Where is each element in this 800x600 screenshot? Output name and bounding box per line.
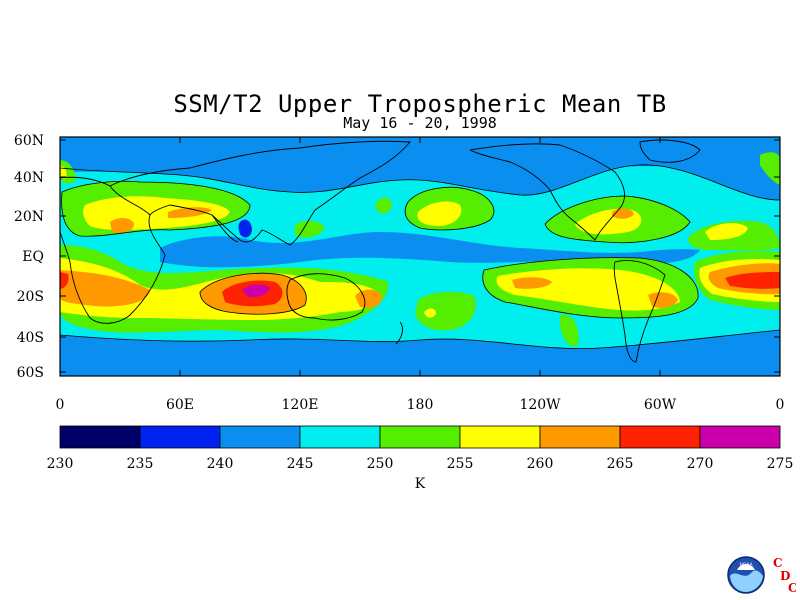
colorbar-unit: K	[415, 476, 426, 492]
colorbar-swatch	[619, 425, 701, 449]
colorbar-level-label: 245	[287, 456, 314, 472]
colorbar-level-label: 255	[447, 456, 474, 472]
lon-label: 60W	[644, 397, 677, 413]
colorbar-level-label: 260	[527, 456, 554, 472]
logo-letter-c1: C	[773, 556, 783, 570]
lon-label: 120E	[282, 397, 319, 413]
logo-emblem-text: NOAA	[739, 562, 753, 568]
lon-label: 0	[776, 397, 785, 413]
coastline-north-america	[469, 143, 626, 241]
lat-label: 20S	[17, 289, 44, 305]
tb-field	[60, 137, 780, 376]
lat-label: 40N	[14, 170, 44, 186]
logo-letter-d: D	[780, 569, 790, 583]
colorbar-swatch	[539, 425, 621, 449]
colorbar-level-label: 265	[607, 456, 634, 472]
page-subtitle: May 16 - 20, 1998	[343, 114, 497, 132]
lon-label: 0	[56, 397, 65, 413]
lon-label: 180	[407, 397, 434, 413]
colorbar-level-label: 230	[47, 456, 74, 472]
colorbar-level-label: 250	[367, 456, 394, 472]
colorbar-level-label: 235	[127, 456, 154, 472]
colorbar-swatch	[59, 425, 141, 449]
coastline-eurasia	[109, 140, 411, 246]
page-title: SSM/T2 Upper Tropospheric Mean TB	[173, 90, 667, 118]
lon-label: 120W	[519, 397, 561, 413]
colorbar-swatch	[299, 425, 381, 449]
coastline-india	[211, 214, 239, 243]
logo-letter-c2: C	[788, 581, 796, 595]
lat-label: 40S	[17, 330, 44, 346]
lon-label: 60E	[166, 397, 194, 413]
lat-label: 60S	[17, 365, 44, 381]
coastline-australia	[286, 273, 366, 321]
coastline-new-zealand	[395, 321, 403, 345]
colorbar-level-label: 275	[767, 456, 794, 472]
colorbar-swatch	[219, 425, 301, 449]
colorbar-level-label: 240	[207, 456, 234, 472]
colorbar-swatch	[699, 425, 781, 449]
colorbar-swatch	[459, 425, 541, 449]
coastline-africa	[60, 176, 166, 324]
coastline-south-america	[613, 260, 666, 363]
colorbar-swatch	[379, 425, 461, 449]
colorbar-swatch	[139, 425, 221, 449]
colorbar-level-label: 270	[687, 456, 714, 472]
noaa-logo-icon: NOAA C D C	[727, 556, 796, 595]
lat-label: EQ	[22, 249, 44, 265]
lat-label: 20N	[14, 209, 44, 225]
coastline-greenland	[639, 139, 701, 163]
lat-label: 60N	[14, 133, 44, 149]
